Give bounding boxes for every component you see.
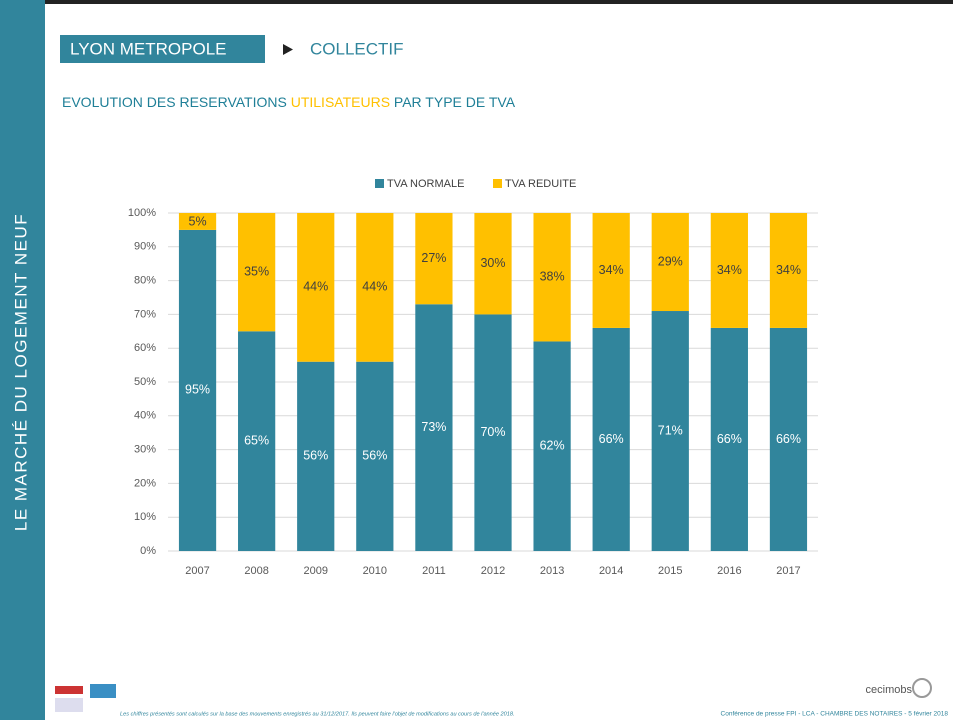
bar-segment: [710, 213, 748, 328]
bar-segment: [651, 213, 689, 312]
header-box: [60, 35, 265, 63]
data-label: 65%: [244, 433, 269, 447]
subtitle-part: PAR TYPE DE TVA: [390, 94, 516, 110]
subtitle-part: EVOLUTION DES RESERVATIONS: [62, 94, 291, 110]
bar-segment: [238, 213, 276, 332]
bar-segment: [178, 213, 217, 230]
bar-segment: [356, 213, 394, 362]
footnote: Les chiffres présentés sont calculés sur…: [120, 711, 515, 717]
data-label: 5%: [189, 214, 207, 228]
y-tick-label: 10%: [134, 511, 156, 523]
data-label: 34%: [776, 263, 801, 277]
data-label: 56%: [303, 449, 328, 463]
bar-segment: [533, 213, 571, 342]
y-tick-label: 100%: [128, 207, 156, 219]
section: COLLECTIF: [310, 39, 404, 58]
subtitle: EVOLUTION DES RESERVATIONS UTILISATEURS …: [62, 94, 516, 110]
arrow: [283, 44, 293, 55]
data-label: 62%: [540, 439, 565, 453]
x-tick-label: 2012: [481, 565, 505, 577]
logo-mark: [55, 686, 83, 694]
x-tick-label: 2017: [776, 565, 800, 577]
legend-label: TVA REDUITE: [505, 178, 576, 190]
data-label: 66%: [776, 432, 801, 446]
bar-segment: [297, 361, 335, 551]
y-tick-label: 80%: [134, 275, 156, 287]
y-tick-label: 70%: [134, 308, 156, 320]
logo-mark: [90, 684, 116, 698]
data-label: 66%: [599, 432, 624, 446]
logo-text: cecimobs: [866, 684, 913, 696]
x-tick-label: 2008: [244, 565, 268, 577]
data-label: 71%: [658, 423, 683, 437]
data-label: 44%: [362, 280, 387, 294]
bar-segment: [178, 229, 217, 551]
legend-swatch: [375, 179, 384, 188]
y-tick-label: 40%: [134, 410, 156, 422]
bar-segment: [356, 361, 394, 551]
subtitle-part: UTILISATEURS: [291, 94, 390, 110]
top-border: [0, 0, 953, 4]
bar-segment: [415, 304, 453, 551]
y-tick-label: 90%: [134, 241, 156, 253]
x-tick-label: 2016: [717, 565, 741, 577]
data-label: 95%: [185, 383, 210, 397]
bar-segment: [474, 314, 512, 551]
y-tick-label: 20%: [134, 477, 156, 489]
bar-segment: [415, 213, 453, 305]
x-tick-label: 2007: [185, 565, 209, 577]
sidebar-text: LE MARCHÉ DU LOGEMENT NEUF: [11, 213, 30, 531]
data-label: 29%: [658, 254, 683, 268]
data-label: 44%: [303, 280, 328, 294]
chart: 0% 10% 20% 30% 40% 50% 60% 70% 80% 90% 100% TVA NOR…: [128, 178, 818, 577]
x-tick-label: 2009: [303, 565, 327, 577]
data-label: 27%: [421, 251, 446, 265]
data-label: 56%: [362, 449, 387, 463]
data-label: 73%: [421, 420, 446, 434]
data-label: 38%: [540, 270, 565, 284]
sidebar: [0, 0, 45, 720]
y-tick-label: 0%: [140, 545, 156, 557]
data-label: 30%: [480, 256, 505, 270]
bar-segment: [592, 327, 630, 551]
logo-mark: [55, 698, 83, 712]
legend-label: TVA NORMALE: [387, 178, 464, 190]
data-label: 34%: [599, 263, 624, 277]
bar-segment: [769, 327, 808, 551]
credit: Conférence de presse FPI - LCA - CHAMBRE…: [721, 711, 949, 718]
bar-segment: [769, 213, 808, 328]
y-tick-label: 60%: [134, 342, 156, 354]
y-tick-label: 50%: [134, 376, 156, 388]
data-label: 35%: [244, 264, 269, 278]
x-tick-label: 2014: [599, 565, 623, 577]
data-label: 70%: [480, 425, 505, 439]
y-tick-label: 30%: [134, 444, 156, 456]
logo-mark: [912, 678, 932, 698]
data-label: 66%: [717, 432, 742, 446]
x-tick-label: 2010: [363, 565, 387, 577]
bar-segment: [533, 341, 571, 551]
bar-segment: [592, 213, 630, 328]
bar-segment: [710, 327, 748, 551]
bar-segment: [474, 213, 512, 315]
header: LYON METROPOLE: [70, 39, 227, 58]
bar-segment: [297, 213, 335, 362]
bar-segment: [651, 311, 689, 551]
legend-swatch: [493, 179, 502, 188]
data-label: 34%: [717, 263, 742, 277]
x-tick-label: 2015: [658, 565, 682, 577]
bar-segment: [238, 331, 276, 551]
x-tick-label: 2013: [540, 565, 564, 577]
x-tick-label: 2011: [422, 565, 446, 577]
